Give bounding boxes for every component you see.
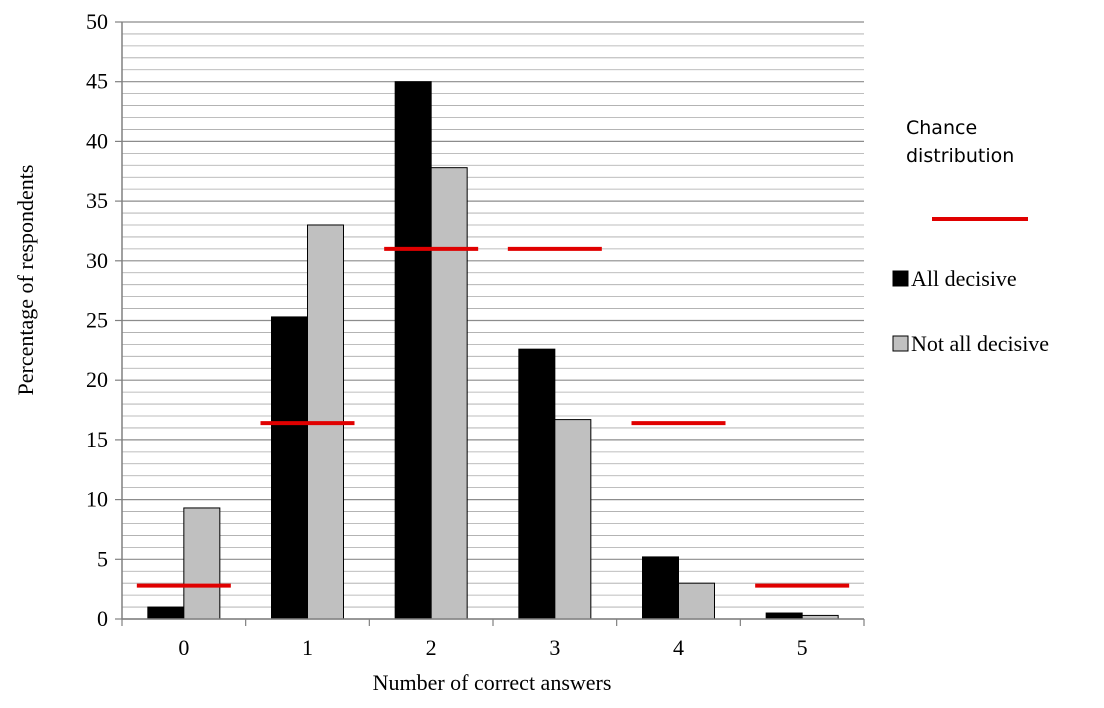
bar-all-decisive-0 (147, 606, 185, 620)
bar-not-all-decisive-0 (183, 507, 221, 620)
bar-all-decisive-2 (394, 81, 432, 620)
bars (147, 81, 839, 620)
x-tick-label: 3 (549, 635, 560, 660)
x-tick-label: 2 (426, 635, 437, 660)
y-tick-label: 15 (86, 427, 108, 452)
y-tick-label: 20 (86, 367, 108, 392)
x-tick-label: 5 (797, 635, 808, 660)
y-axis-title: Percentage of respondents (13, 165, 38, 396)
y-tick-label: 45 (86, 69, 108, 94)
bar-not-all-decisive-4 (678, 582, 715, 620)
y-tick-label: 25 (86, 308, 108, 333)
bar-all-decisive-4 (642, 556, 679, 620)
y-tick-label: 10 (86, 487, 108, 512)
bar-all-decisive-5 (765, 612, 803, 620)
y-tick-label: 30 (86, 248, 108, 273)
axes (115, 21, 865, 626)
bar-all-decisive-3 (518, 348, 556, 620)
legend: Chance distribution All decisive Not all… (892, 117, 1049, 356)
legend-label-all-decisive: All decisive (911, 266, 1017, 291)
bar-all-decisive-1 (271, 316, 308, 620)
x-axis-title: Number of correct answers (373, 670, 612, 695)
grid-lines (122, 21, 864, 620)
bar-not-all-decisive-3 (554, 419, 592, 620)
chance-lines (136, 246, 850, 588)
y-tick-label: 35 (86, 188, 108, 213)
legend-swatch-all-decisive (892, 270, 909, 287)
y-tick-label: 0 (97, 606, 108, 631)
legend-swatch-not-all-decisive (892, 335, 909, 352)
legend-title-chance: Chance distribution (906, 117, 1015, 167)
bar-not-all-decisive-2 (430, 167, 468, 620)
x-tick-label: 1 (302, 635, 313, 660)
legend-label-not-all-decisive: Not all decisive (911, 331, 1049, 356)
y-tick-label: 50 (86, 9, 108, 34)
y-tick-label: 40 (86, 128, 108, 153)
x-tick-label: 4 (673, 635, 684, 660)
x-tick-label: 0 (178, 635, 189, 660)
y-tick-label: 5 (97, 546, 108, 571)
